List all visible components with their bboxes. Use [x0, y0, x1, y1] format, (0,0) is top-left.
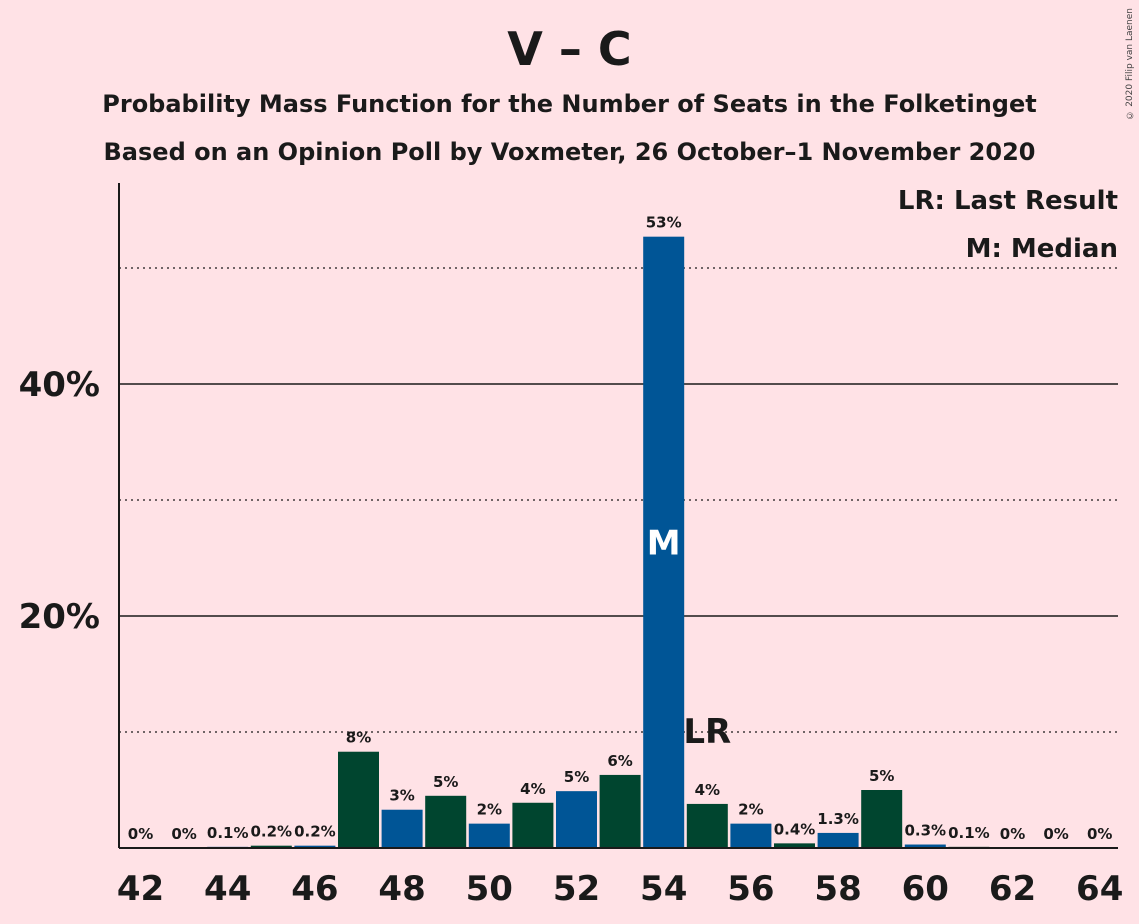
bar-label-54: 53%	[646, 214, 682, 232]
chart-subtitle-1: Probability Mass Function for the Number…	[102, 90, 1037, 118]
x-tick-label: 42	[117, 869, 164, 909]
x-tick-label: 56	[727, 869, 774, 909]
bar-51	[512, 802, 554, 848]
bar-46	[294, 845, 336, 848]
bar-49	[425, 795, 467, 848]
bar-label-57: 0.4%	[774, 820, 816, 838]
bar-label-64: 0%	[1087, 825, 1112, 843]
x-tick-label: 52	[553, 869, 600, 909]
bar-53	[599, 774, 641, 848]
bar-55	[686, 803, 728, 848]
bar-label-61: 0.1%	[948, 824, 990, 842]
y-tick-label: 40%	[19, 365, 100, 405]
bar-57	[774, 843, 815, 848]
bar-54	[643, 236, 685, 848]
x-tick-label: 54	[640, 869, 687, 909]
bar-label-58: 1.3%	[817, 810, 859, 828]
bar-50	[468, 823, 510, 848]
bar-label-50: 2%	[477, 801, 502, 819]
bar-56	[730, 823, 772, 848]
chart-title: V – C	[507, 22, 632, 76]
x-tick-label: 48	[378, 869, 425, 909]
chart-subtitle-2: Based on an Opinion Poll by Voxmeter, 26…	[103, 138, 1036, 166]
bar-label-56: 2%	[738, 801, 763, 819]
bar-label-47: 8%	[346, 729, 371, 747]
bar-label-45: 0.2%	[250, 823, 292, 841]
bar-52	[556, 791, 597, 848]
bar-58	[817, 832, 859, 848]
bar-label-44: 0.1%	[207, 824, 249, 842]
x-tick-label: 50	[466, 869, 513, 909]
x-tick-label: 44	[204, 869, 251, 909]
bar-label-55: 4%	[695, 781, 720, 799]
bar-60	[904, 844, 946, 848]
bar-45	[250, 845, 292, 848]
bar-label-49: 5%	[433, 773, 458, 791]
bar-label-51: 4%	[520, 780, 545, 798]
bar-label-53: 6%	[607, 752, 632, 770]
bar-label-63: 0%	[1043, 825, 1068, 843]
bar-label-43: 0%	[171, 825, 196, 843]
bar-label-52: 5%	[564, 768, 589, 786]
bar-label-60: 0.3%	[904, 822, 946, 840]
median-marker: M	[647, 523, 681, 563]
bar-59	[861, 790, 903, 848]
bar-label-42: 0%	[128, 825, 153, 843]
bar-label-46: 0.2%	[294, 823, 336, 841]
bar-label-59: 5%	[869, 767, 894, 785]
y-tick-label: 20%	[19, 597, 100, 637]
x-tick-label: 58	[814, 869, 861, 909]
x-tick-label: 46	[291, 869, 338, 909]
x-tick-label: 60	[902, 869, 949, 909]
x-tick-label: 64	[1076, 869, 1123, 909]
bar-48	[381, 809, 423, 848]
bar-47	[338, 751, 379, 848]
last-result-marker: LR	[683, 712, 731, 752]
legend-last-result: LR: Last Result	[898, 186, 1118, 216]
bar-label-62: 0%	[1000, 825, 1025, 843]
x-tick-label: 62	[989, 869, 1036, 909]
legend-median: M: Median	[966, 234, 1118, 264]
bar-label-48: 3%	[389, 787, 414, 805]
